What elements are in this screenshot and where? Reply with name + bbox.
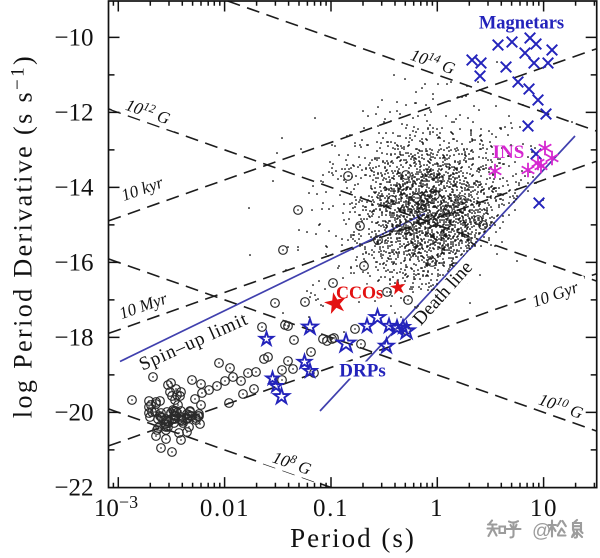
svg-text:−12: −12 <box>54 99 93 126</box>
svg-text:Magnetars: Magnetars <box>479 14 564 34</box>
svg-text:Period (s): Period (s) <box>290 523 416 553</box>
svg-text:CCOs: CCOs <box>336 283 383 303</box>
svg-text:1: 1 <box>430 495 444 522</box>
svg-text:−22: −22 <box>54 474 93 501</box>
svg-text:−14: −14 <box>54 174 94 201</box>
svg-text:DRPs: DRPs <box>339 361 385 382</box>
svg-text:0.01: 0.01 <box>200 495 250 522</box>
svg-text:INS: INS <box>493 142 525 163</box>
svg-text:−18: −18 <box>54 324 93 351</box>
svg-text:−20: −20 <box>54 399 93 426</box>
svg-text:10: 10 <box>530 495 558 522</box>
svg-text:log Period Derivative (s s−1): log Period Derivative (s s−1) <box>8 54 38 418</box>
svg-text:−10: −10 <box>54 24 93 51</box>
svg-text:0.1: 0.1 <box>313 495 349 522</box>
svg-text:@: @ <box>532 521 551 542</box>
svg-text:−16: −16 <box>54 249 93 276</box>
